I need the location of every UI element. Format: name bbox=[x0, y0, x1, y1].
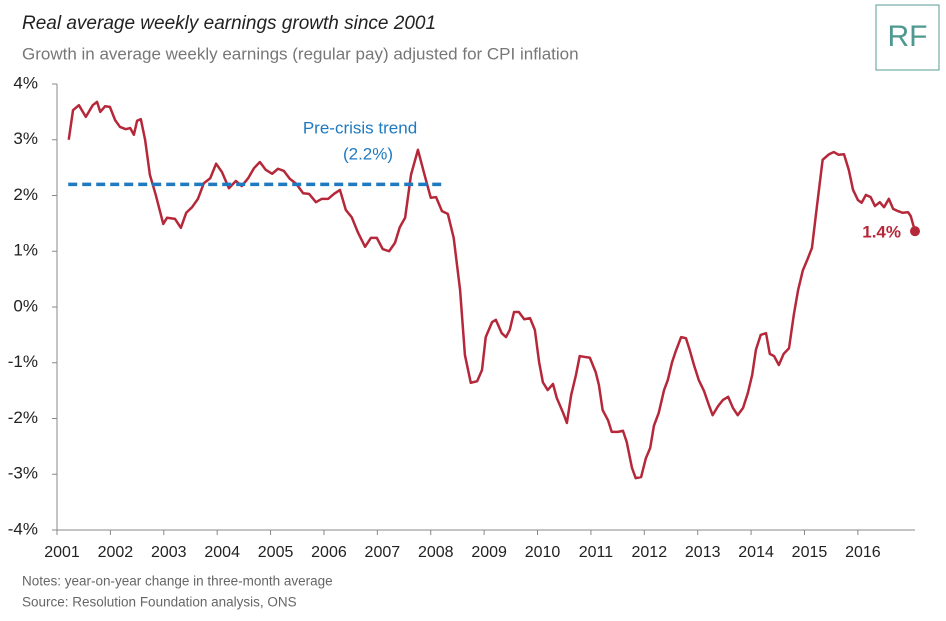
y-tick-label: -3% bbox=[8, 464, 38, 483]
x-tick-label: 2006 bbox=[311, 544, 347, 561]
end-label: 1.4% bbox=[862, 223, 901, 242]
trend-label: Pre-crisis trend bbox=[303, 118, 417, 137]
x-tick-label: 2001 bbox=[44, 544, 80, 561]
y-tick-label: -1% bbox=[8, 352, 38, 371]
x-tick-label: 2011 bbox=[579, 544, 614, 561]
x-tick-label: 2012 bbox=[632, 544, 668, 561]
x-tick-label: 2007 bbox=[365, 544, 401, 561]
y-tick-label: 1% bbox=[13, 241, 38, 260]
x-tick-label: 2004 bbox=[204, 544, 240, 561]
x-tick-label: 2013 bbox=[685, 544, 721, 561]
y-tick-label: 0% bbox=[13, 296, 38, 315]
x-tick-label: 2009 bbox=[471, 544, 507, 561]
y-tick-label: -2% bbox=[8, 408, 38, 427]
trend-label: (2.2%) bbox=[343, 144, 393, 163]
end-point bbox=[910, 226, 920, 237]
logo-box bbox=[875, 4, 940, 71]
x-tick-label: 2002 bbox=[98, 544, 134, 561]
series-line bbox=[67, 100, 917, 480]
chart-title: Real average weekly earnings growth sinc… bbox=[22, 13, 436, 34]
x-tick-label: 2003 bbox=[151, 544, 187, 561]
y-tick-label: 3% bbox=[13, 129, 38, 148]
x-tick-label: 2008 bbox=[418, 544, 454, 561]
chart-subtitle: Growth in average weekly earnings (regul… bbox=[22, 44, 579, 63]
y-tick-label: 2% bbox=[13, 185, 38, 204]
y-tick-label: 4% bbox=[13, 73, 38, 92]
x-tick-label: 2005 bbox=[258, 544, 294, 561]
logo: RF bbox=[888, 20, 928, 53]
x-tick-label: 2014 bbox=[738, 544, 774, 561]
note: Notes: year-on-year change in three-mont… bbox=[22, 574, 333, 589]
x-tick-label: 2010 bbox=[525, 544, 561, 561]
note: Source: Resolution Foundation analysis, … bbox=[22, 595, 297, 610]
y-tick-label: -4% bbox=[8, 519, 38, 538]
x-tick-label: 2016 bbox=[845, 544, 881, 561]
x-tick-label: 2015 bbox=[792, 544, 828, 561]
